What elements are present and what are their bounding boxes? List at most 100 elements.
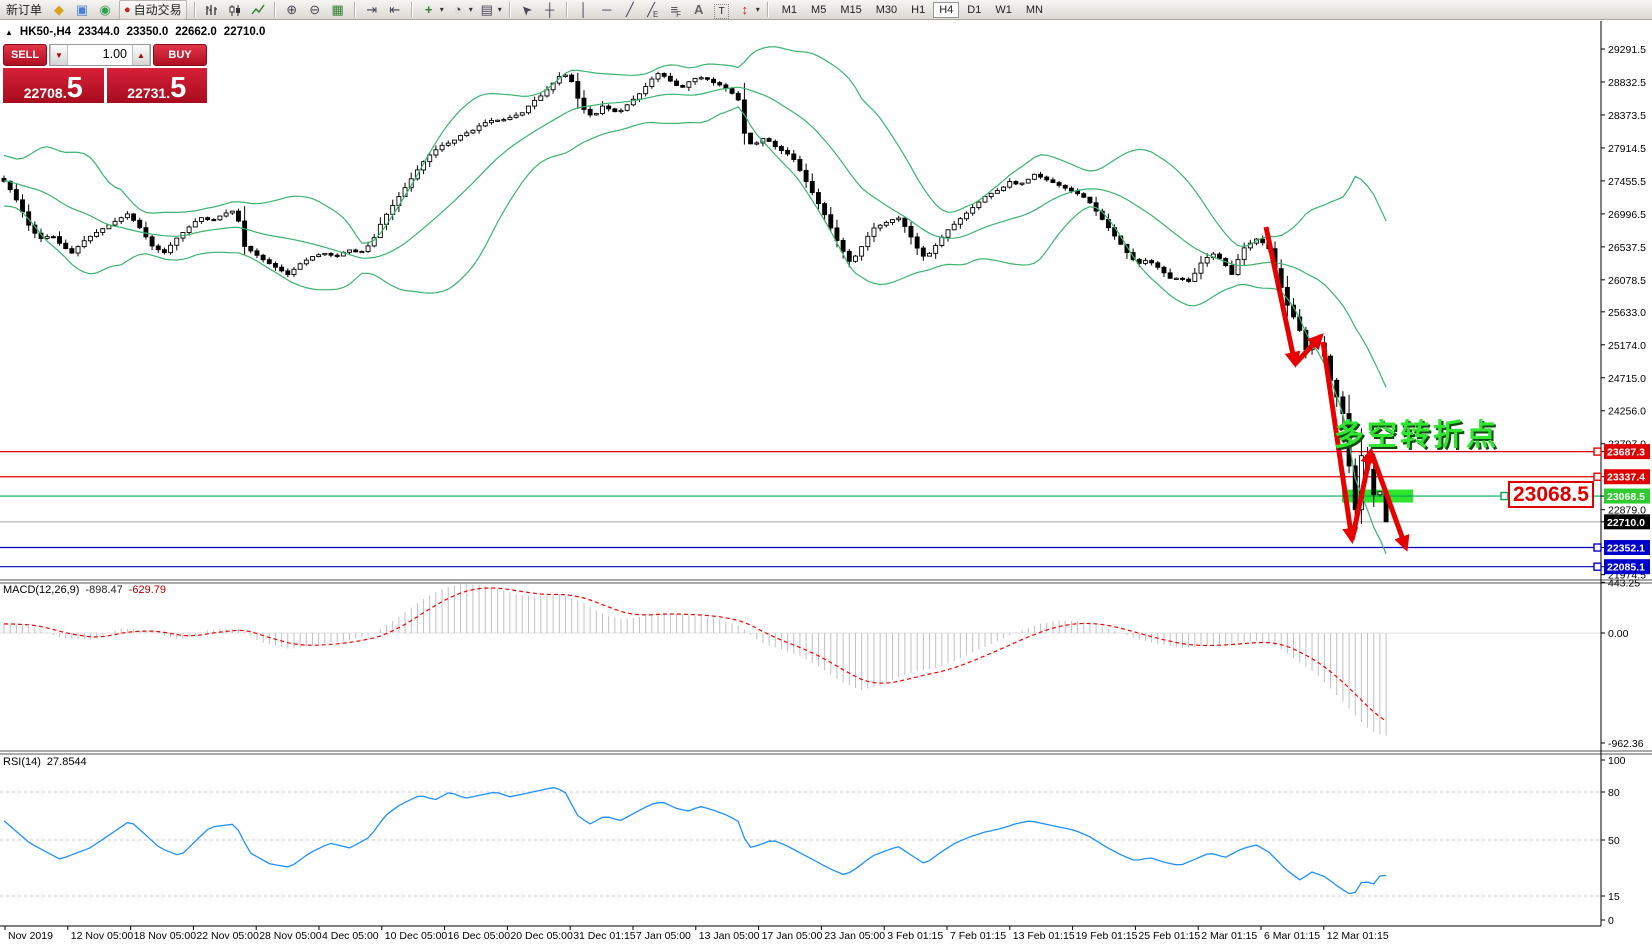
chevron-down-icon[interactable]: ▾ xyxy=(468,5,473,14)
signal-icon[interactable]: ◉ xyxy=(99,1,111,17)
candle-body xyxy=(1346,413,1352,467)
text-icon[interactable]: A xyxy=(694,1,704,17)
vertical-line-icon[interactable]: │ xyxy=(579,1,588,17)
y-axis-label: 24256.0 xyxy=(1608,406,1646,418)
candle-body xyxy=(229,210,235,214)
new-order-button[interactable]: 新订单 xyxy=(6,3,43,17)
autotrading-button[interactable]: ● 自动交易 xyxy=(119,0,187,20)
chart-shift-icon[interactable]: ⇤ xyxy=(389,1,401,17)
candle-body xyxy=(75,246,81,254)
candle-body xyxy=(198,217,204,222)
trend-arrow[interactable] xyxy=(1293,333,1324,366)
trend-arrow[interactable] xyxy=(1349,447,1377,541)
buy-button[interactable]: BUY xyxy=(153,44,207,66)
tab-timeframe-w1[interactable]: W1 xyxy=(995,3,1012,16)
chevron-down-icon[interactable]: ▾ xyxy=(439,5,444,14)
candle-body xyxy=(322,252,328,256)
price-level-axis-label: 23337.4 xyxy=(1607,472,1645,484)
candle-body xyxy=(1192,272,1198,282)
horizontal-line-icon[interactable]: ─ xyxy=(602,1,612,17)
sell-price-panel[interactable]: 22708. 5 xyxy=(3,68,104,103)
turning-point-annotation[interactable]: 多空转折点 xyxy=(1334,419,1499,452)
volume-increase-button[interactable]: ▲ xyxy=(132,45,150,65)
bar-chart-icon[interactable] xyxy=(203,1,221,19)
candle-body xyxy=(1229,265,1235,275)
autotrading-label: 自动交易 xyxy=(133,3,182,17)
collapse-panel-icon[interactable]: ▲ xyxy=(5,27,13,37)
tab-timeframe-mn[interactable]: MN xyxy=(1025,3,1043,16)
candle-body xyxy=(1260,238,1266,244)
tab-timeframe-m5[interactable]: M5 xyxy=(811,3,827,16)
y-axis-label: 28832.5 xyxy=(1608,77,1646,89)
chevron-down-icon[interactable]: ▾ xyxy=(497,5,502,14)
auto-scroll-icon[interactable]: ⇥ xyxy=(366,1,378,17)
tab-timeframe-h4[interactable]: H4 xyxy=(933,1,960,18)
periods-icon[interactable]: ◔ xyxy=(453,1,462,17)
price-callout-label[interactable]: 23068.5 xyxy=(1508,481,1594,508)
candle-body xyxy=(50,236,56,239)
y-axis-label: 26078.5 xyxy=(1608,275,1646,287)
candle-body xyxy=(704,77,710,80)
candle-body xyxy=(316,254,322,258)
candle-body xyxy=(896,217,902,221)
zoom-in-icon[interactable]: ⊕ xyxy=(286,1,298,17)
candle-body xyxy=(698,77,704,80)
line-anchor-handle[interactable] xyxy=(1593,543,1602,552)
candle-body xyxy=(1062,184,1068,189)
candle-body xyxy=(803,169,809,182)
candle-body xyxy=(94,231,100,237)
line-anchor-handle[interactable] xyxy=(1500,491,1509,501)
fibonacci-icon[interactable]: ≡F xyxy=(670,1,681,20)
candle-body xyxy=(347,249,352,253)
tab-timeframe-m30[interactable]: M30 xyxy=(875,3,898,16)
arrows-icon[interactable]: ↕ xyxy=(741,1,748,17)
candle-body xyxy=(186,226,192,233)
equidistant-channel-icon[interactable]: ╱E xyxy=(647,1,659,20)
volume-decrease-button[interactable]: ▼ xyxy=(50,45,68,65)
price-level-axis-label-box xyxy=(1604,488,1650,504)
y-axis-label: 50 xyxy=(1608,835,1620,847)
tab-timeframe-h1[interactable]: H1 xyxy=(911,3,926,16)
chevron-down-icon[interactable]: ▾ xyxy=(755,5,760,14)
candle-body xyxy=(124,213,130,219)
trend-arrow[interactable] xyxy=(1369,453,1410,552)
candle-body xyxy=(686,81,692,88)
candle-body xyxy=(87,235,93,242)
candle-body xyxy=(334,254,340,257)
gold-seal-icon[interactable]: ◆ xyxy=(54,1,65,17)
profiles-icon[interactable]: ▣ xyxy=(75,1,89,17)
ohlc-low: 22662.0 xyxy=(175,26,217,38)
tab-timeframe-m15[interactable]: M15 xyxy=(840,3,862,16)
candle-body xyxy=(957,218,963,225)
trend-arrow[interactable] xyxy=(1320,341,1359,544)
candle-body xyxy=(1001,186,1006,192)
trendline-icon[interactable]: ╱ xyxy=(625,1,634,17)
text-label-icon[interactable]: T xyxy=(713,1,731,19)
candle-body xyxy=(1050,179,1056,184)
line-anchor-handle[interactable] xyxy=(1593,472,1602,481)
volume-input[interactable]: 1.00 xyxy=(102,47,127,61)
line-anchor-handle[interactable] xyxy=(1593,562,1602,571)
line-chart-icon[interactable] xyxy=(249,1,267,19)
line-anchor-handle[interactable] xyxy=(1593,447,1602,456)
trend-arrow[interactable] xyxy=(1263,226,1301,368)
macd-main-value: -898.47 xyxy=(85,584,123,596)
tab-timeframe-m1[interactable]: M1 xyxy=(781,3,798,16)
tab-timeframe-d1[interactable]: D1 xyxy=(967,3,982,16)
tile-windows-icon[interactable]: ▦ xyxy=(331,1,344,17)
sell-button[interactable]: SELL xyxy=(3,44,47,66)
candle-body xyxy=(1149,260,1155,264)
candle-body xyxy=(1155,262,1161,268)
candlestick-icon[interactable] xyxy=(226,1,244,19)
crosshair-icon[interactable]: ┼ xyxy=(545,1,555,17)
candle-body xyxy=(57,236,62,244)
zoom-out-icon[interactable]: ⊖ xyxy=(309,1,321,17)
templates-icon[interactable]: ▤ xyxy=(480,1,493,17)
x-axis-label: 28 Nov 05:00 xyxy=(259,930,322,942)
x-axis-label: 13 Feb 01:15 xyxy=(1013,930,1075,942)
x-axis-label: 17 Jan 05:00 xyxy=(762,930,823,942)
candle-body xyxy=(538,95,544,101)
buy-price-panel[interactable]: 22731. 5 xyxy=(106,68,207,103)
indicators-icon[interactable]: + xyxy=(424,1,433,17)
